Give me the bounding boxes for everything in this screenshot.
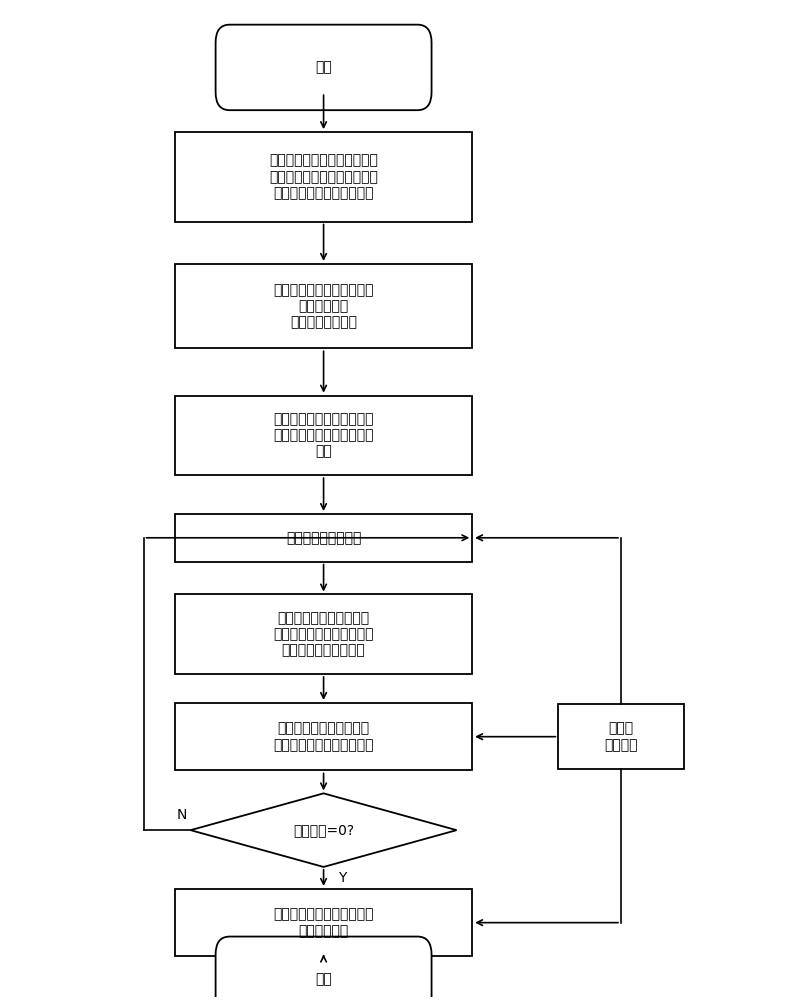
Bar [559, 704, 683, 769]
Text: 输入齿数、模数、压力角、齿
高、前刀面变位系数、公法线
跨齿数，公法线长度，高度: 输入齿数、模数、压力角、齿 高、前刀面变位系数、公法线 跨齿数，公法线长度，高度 [269, 154, 378, 200]
FancyBboxPatch shape [216, 25, 432, 110]
FancyBboxPatch shape [216, 937, 432, 1000]
Text: 结束: 结束 [315, 972, 332, 986]
Polygon shape [191, 793, 456, 867]
Bar [175, 396, 472, 475]
Bar [175, 132, 472, 222]
Text: N: N [177, 808, 187, 822]
Text: 磨削半径=0?: 磨削半径=0? [293, 823, 354, 837]
Text: 按齿槽定位角度旋转起始
齿，并作阵列形成齿轮模型: 按齿槽定位角度旋转起始 齿，并作阵列形成齿轮模型 [273, 722, 374, 752]
Text: 按公法线长度计算基圆齿
厕，对起始渐开线作旋转、
镜像操作，生成原始齿: 按公法线长度计算基圆齿 厕，对起始渐开线作旋转、 镜像操作，生成原始齿 [273, 611, 374, 657]
Bar [175, 514, 472, 562]
Text: 输入齿槽定位角度，计算于
涉极限磨削半径，输入磨削
半径: 输入齿槽定位角度，计算于 涉极限磨削半径，输入磨削 半径 [273, 412, 374, 459]
Text: 计算齿顶圆、齿根圆、渐开
线起始圆直径
，并允许用户修改: 计算齿顶圆、齿根圆、渐开 线起始圆直径 ，并允许用户修改 [273, 283, 374, 329]
Text: Y: Y [338, 871, 346, 885]
Bar [175, 594, 472, 674]
Text: 渐开线
绘制程序: 渐开线 绘制程序 [604, 722, 637, 752]
Text: 生成原始齿廓渐开线: 生成原始齿廓渐开线 [286, 531, 361, 545]
Text: 计算刀轨起始圆、终止圆半
径，生成刀轨: 计算刀轨起始圆、终止圆半 径，生成刀轨 [273, 908, 374, 938]
Bar [175, 703, 472, 770]
Bar [175, 264, 472, 348]
Text: 开始: 开始 [315, 60, 332, 74]
Bar [175, 889, 472, 956]
